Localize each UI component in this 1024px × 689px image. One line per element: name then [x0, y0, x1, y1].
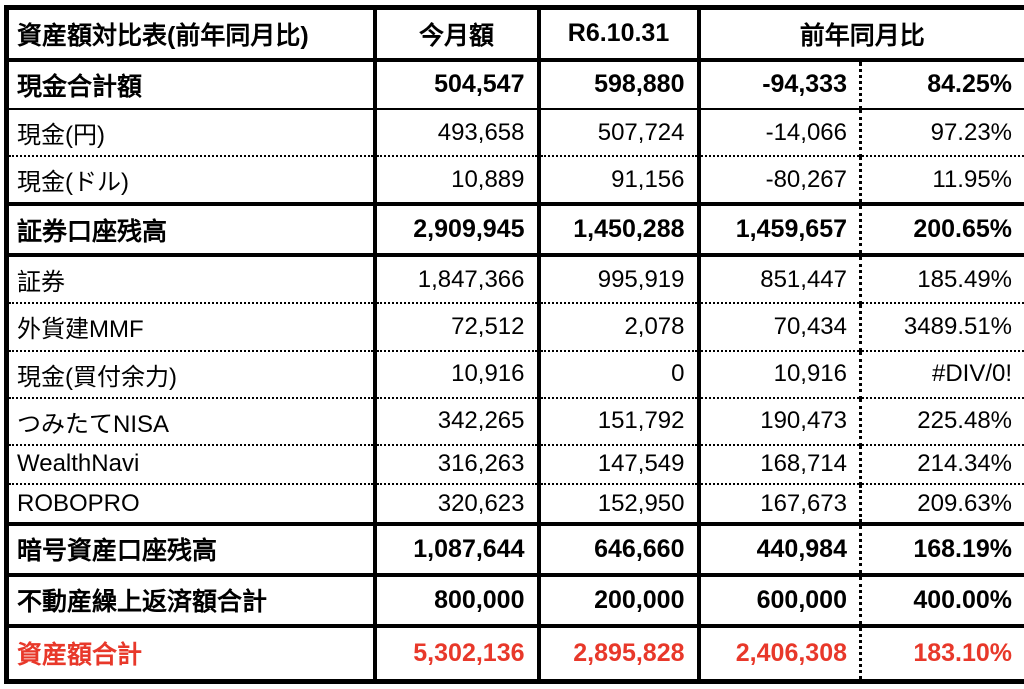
cell-diff: 2,406,308 [698, 625, 862, 682]
cell-pct: 168.19% [860, 524, 1024, 577]
row-label: つみたてNISA [6, 397, 377, 446]
cell-prev: 147,549 [538, 444, 701, 485]
cell-diff: 1,459,657 [698, 204, 862, 258]
cell-prev: 91,156 [538, 156, 701, 207]
cell-diff: 440,984 [698, 524, 862, 577]
cell-this-month: 316,263 [374, 444, 541, 485]
row-cash-buying-power: 現金(買付余力) 10,916 0 10,916 #DIV/0! [6, 350, 1024, 399]
row-wealthnavi: WealthNavi 316,263 147,549 168,714 214.3… [6, 444, 1024, 485]
col-header-yoy: 前年同月比 [698, 7, 1024, 62]
row-robopro: ROBOPRO 320,623 152,950 167,673 209.63% [6, 483, 1024, 527]
cell-diff: 10,916 [698, 350, 862, 399]
cell-this-month: 493,658 [374, 108, 541, 158]
cell-this-month: 5,302,136 [374, 625, 541, 682]
cell-diff: 167,673 [698, 483, 862, 527]
cell-this-month: 10,916 [374, 350, 541, 399]
cell-pct: 214.34% [860, 444, 1024, 485]
cell-pct: 225.48% [860, 397, 1024, 446]
cell-this-month: 320,623 [374, 483, 541, 527]
table-title: 資産額対比表(前年同月比) [6, 7, 377, 62]
row-securities: 証券 1,847,366 995,919 851,447 185.49% [6, 255, 1024, 305]
cell-diff: 190,473 [698, 397, 862, 446]
row-label: WealthNavi [6, 444, 377, 485]
cell-prev: 995,919 [538, 255, 701, 305]
cell-this-month: 10,889 [374, 156, 541, 207]
cell-prev: 200,000 [538, 574, 701, 628]
cell-prev: 152,950 [538, 483, 701, 527]
cell-pct: 97.23% [860, 108, 1024, 158]
cell-diff: 70,434 [698, 303, 862, 352]
cell-prev: 0 [538, 350, 701, 399]
row-label: 証券 [6, 255, 377, 305]
row-label: 現金(買付余力) [6, 350, 377, 399]
cell-prev: 151,792 [538, 397, 701, 446]
cell-diff: -80,267 [698, 156, 862, 207]
row-label: 暗号資産口座残高 [6, 524, 377, 577]
row-label: 証券口座残高 [6, 204, 377, 258]
cell-this-month: 504,547 [374, 59, 541, 110]
header-row: 資産額対比表(前年同月比) 今月額 R6.10.31 前年同月比 [6, 7, 1024, 62]
cell-pct: 84.25% [860, 59, 1024, 110]
asset-comparison-table: 資産額対比表(前年同月比) 今月額 R6.10.31 前年同月比 現金合計額 5… [4, 5, 1024, 684]
row-real-estate-repayment: 不動産繰上返済額合計 800,000 200,000 600,000 400.0… [6, 574, 1024, 628]
cell-this-month: 72,512 [374, 303, 541, 352]
row-cash-jpy: 現金(円) 493,658 507,724 -14,066 97.23% [6, 108, 1024, 158]
row-total-assets: 資産額合計 5,302,136 2,895,828 2,406,308 183.… [6, 625, 1024, 682]
cell-pct: 11.95% [860, 156, 1024, 207]
row-tsumitate-nisa: つみたてNISA 342,265 151,792 190,473 225.48% [6, 397, 1024, 446]
row-label: 現金合計額 [6, 59, 377, 110]
cell-this-month: 342,265 [374, 397, 541, 446]
cell-pct: 400.00% [860, 574, 1024, 628]
row-label: 資産額合計 [6, 625, 377, 682]
cell-this-month: 1,847,366 [374, 255, 541, 305]
cell-this-month: 800,000 [374, 574, 541, 628]
cell-pct: 183.10% [913, 638, 1013, 667]
row-cash-total: 現金合計額 504,547 598,880 -94,333 84.25% [6, 59, 1024, 110]
cell-pct: 185.49% [860, 255, 1024, 305]
cell-diff: 600,000 [698, 574, 862, 628]
row-crypto-balance: 暗号資産口座残高 1,087,644 646,660 440,984 168.1… [6, 524, 1024, 577]
row-label: 現金(円) [6, 108, 377, 158]
col-header-this-month: 今月額 [374, 7, 541, 62]
row-label: 現金(ドル) [6, 156, 377, 207]
row-cash-usd: 現金(ドル) 10,889 91,156 -80,267 11.95% [6, 156, 1024, 207]
cell-prev: 2,078 [538, 303, 701, 352]
cell-prev: 1,450,288 [538, 204, 701, 258]
cell-pct: #DIV/0! [860, 350, 1024, 399]
cell-diff: 168,714 [698, 444, 862, 485]
cell-prev: 646,660 [538, 524, 701, 577]
col-header-prev-date: R6.10.31 [538, 7, 701, 62]
cell-pct: 200.65% [860, 204, 1024, 258]
row-foreign-mmf: 外貨建MMF 72,512 2,078 70,434 3489.51% [6, 303, 1024, 352]
row-label: 不動産繰上返済額合計 [6, 574, 377, 628]
cell-this-month: 1,087,644 [374, 524, 541, 577]
cell-diff: -94,333 [698, 59, 862, 110]
row-securities-balance: 証券口座残高 2,909,945 1,450,288 1,459,657 200… [6, 204, 1024, 258]
cell-prev: 2,895,828 [538, 625, 701, 682]
cell-prev: 507,724 [538, 108, 701, 158]
cell-prev: 598,880 [538, 59, 701, 110]
cell-diff: 851,447 [698, 255, 862, 305]
row-label: ROBOPRO [6, 483, 377, 527]
row-label: 外貨建MMF [6, 303, 377, 352]
cell-this-month: 2,909,945 [374, 204, 541, 258]
cell-diff: -14,066 [698, 108, 862, 158]
cell-pct: 209.63% [860, 483, 1024, 527]
cell-pct: 3489.51% [860, 303, 1024, 352]
